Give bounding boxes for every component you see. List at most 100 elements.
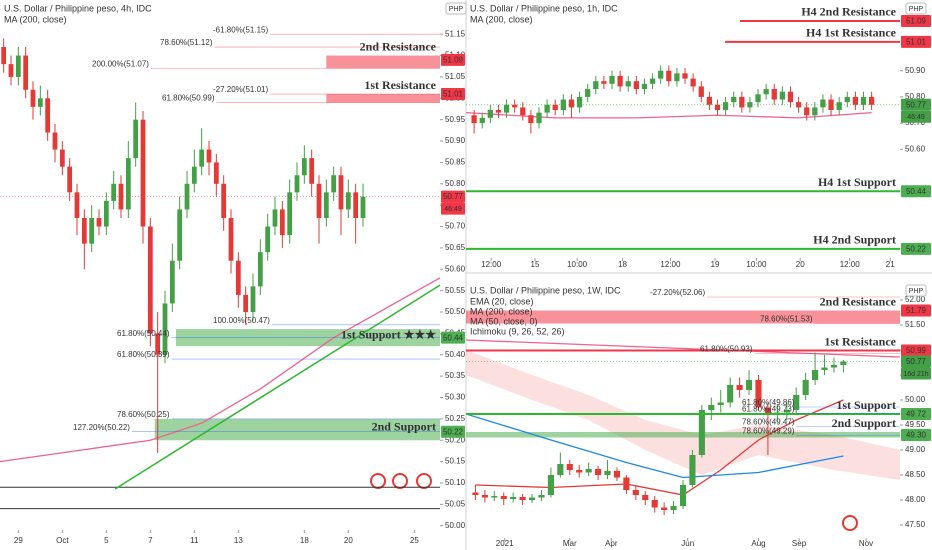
- currency-label: PHP: [449, 6, 464, 13]
- candle-body: [37, 98, 43, 107]
- y-tick-label: 50.20: [445, 435, 466, 444]
- candle-body: [670, 506, 677, 510]
- y-tick-label: 50.60: [905, 144, 926, 153]
- candle-body: [552, 104, 558, 111]
- x-tick-label: 12:00: [840, 260, 861, 269]
- x-tick-label: 7: [148, 536, 153, 545]
- candle-body: [690, 78, 696, 87]
- x-tick-label: 19: [711, 260, 720, 269]
- candle-body: [228, 217, 234, 261]
- candle-body: [745, 380, 753, 390]
- x-tick-label: 5: [104, 536, 109, 545]
- zone: [326, 55, 440, 69]
- price-tag: [901, 14, 931, 27]
- x-tick-label: Oct: [56, 536, 69, 545]
- candle-body: [689, 455, 696, 485]
- flag-icon: [416, 473, 432, 489]
- candle-body: [243, 294, 249, 313]
- candle-body: [147, 226, 153, 334]
- candle-body: [250, 286, 256, 313]
- candle-body: [836, 102, 842, 111]
- candle-body: [472, 492, 479, 495]
- currency-label: PHP: [909, 288, 924, 295]
- y-tick-label: 50.50: [445, 307, 466, 316]
- candle-body: [830, 365, 838, 368]
- price-tag: [901, 242, 931, 255]
- y-tick-label: 50.05: [445, 499, 466, 508]
- legend-entry: EMA (20, close): [470, 296, 534, 306]
- x-tick-label: 12:00: [481, 260, 502, 269]
- y-tick-label: 50.30: [445, 393, 466, 402]
- countdown-tag: [441, 202, 465, 215]
- candle-body: [221, 183, 227, 218]
- x-tick-label: Nov: [859, 539, 873, 548]
- candle-body: [739, 96, 745, 108]
- candle-body: [868, 96, 875, 105]
- fib-label: 61.80%(49.73): [742, 405, 795, 414]
- candle-body: [802, 380, 809, 395]
- price-tag: [901, 185, 931, 198]
- plot-area: [0, 33, 440, 510]
- candle-body: [793, 395, 800, 410]
- candle-body: [593, 81, 599, 90]
- candle-body: [706, 96, 713, 105]
- candle-body: [585, 469, 592, 473]
- price-tag: [901, 344, 931, 357]
- candle-body: [512, 104, 518, 108]
- candle-body: [45, 98, 51, 133]
- candle-body: [649, 78, 656, 84]
- price-tag: [901, 98, 931, 111]
- currency-box: [905, 2, 927, 15]
- plot-area: [466, 19, 900, 250]
- candle-body: [547, 475, 554, 495]
- candle-body: [536, 112, 542, 124]
- candle-body: [568, 99, 575, 108]
- candle-body: [23, 55, 29, 90]
- fib-label: 61.80%(50.99): [162, 94, 215, 103]
- y-tick-label: 50.95: [445, 115, 466, 124]
- level-label: H4 1st Resistance: [806, 26, 897, 40]
- candle-body: [812, 107, 818, 116]
- y-tick-label: 51.05: [445, 72, 466, 81]
- candle-body: [30, 89, 36, 107]
- indicator-line: [475, 399, 844, 496]
- candle-body: [519, 497, 526, 500]
- price-tag: [901, 429, 931, 441]
- candle-body: [666, 70, 672, 82]
- candle-body: [617, 75, 623, 87]
- candle-body: [821, 367, 828, 370]
- candle-body: [783, 410, 790, 413]
- y-tick-label: 51.50: [905, 320, 926, 329]
- indicator-line: [0, 277, 440, 463]
- candle-body: [714, 104, 721, 111]
- x-tick-label: 15: [531, 260, 540, 269]
- x-tick-label: 18: [300, 536, 309, 545]
- candle-body: [360, 196, 366, 218]
- x-tick-label: 13: [234, 536, 243, 545]
- candle-body: [487, 110, 493, 118]
- candle-body: [500, 496, 507, 499]
- y-tick-label: 48.50: [905, 470, 926, 479]
- candle-body: [528, 115, 534, 124]
- y-tick-label: 50.15: [445, 457, 466, 466]
- candle-body: [81, 217, 87, 244]
- price-tag-label: 51.09: [443, 55, 464, 64]
- candle-body: [287, 192, 293, 236]
- trend-line: [114, 284, 440, 490]
- chart-title: U.S. Dollar / Philippine peso, 1h, IDC: [470, 3, 618, 13]
- candle-body: [698, 410, 705, 455]
- candle-body: [787, 91, 794, 103]
- countdown-tag: [901, 367, 931, 380]
- candle-body: [557, 464, 564, 475]
- price-tag: [441, 331, 465, 344]
- candle-body: [309, 158, 315, 184]
- x-tick-label: 12:00: [660, 260, 681, 269]
- zone-label: 1st Resistance: [364, 78, 436, 92]
- y-tick-label: 50.40: [445, 350, 466, 359]
- price-tag-label: 50.77: [906, 357, 927, 366]
- fib-label: 61.80%(50.39): [117, 350, 170, 359]
- candle-body: [265, 226, 271, 253]
- candle-body: [345, 192, 351, 210]
- candle-body: [52, 132, 58, 150]
